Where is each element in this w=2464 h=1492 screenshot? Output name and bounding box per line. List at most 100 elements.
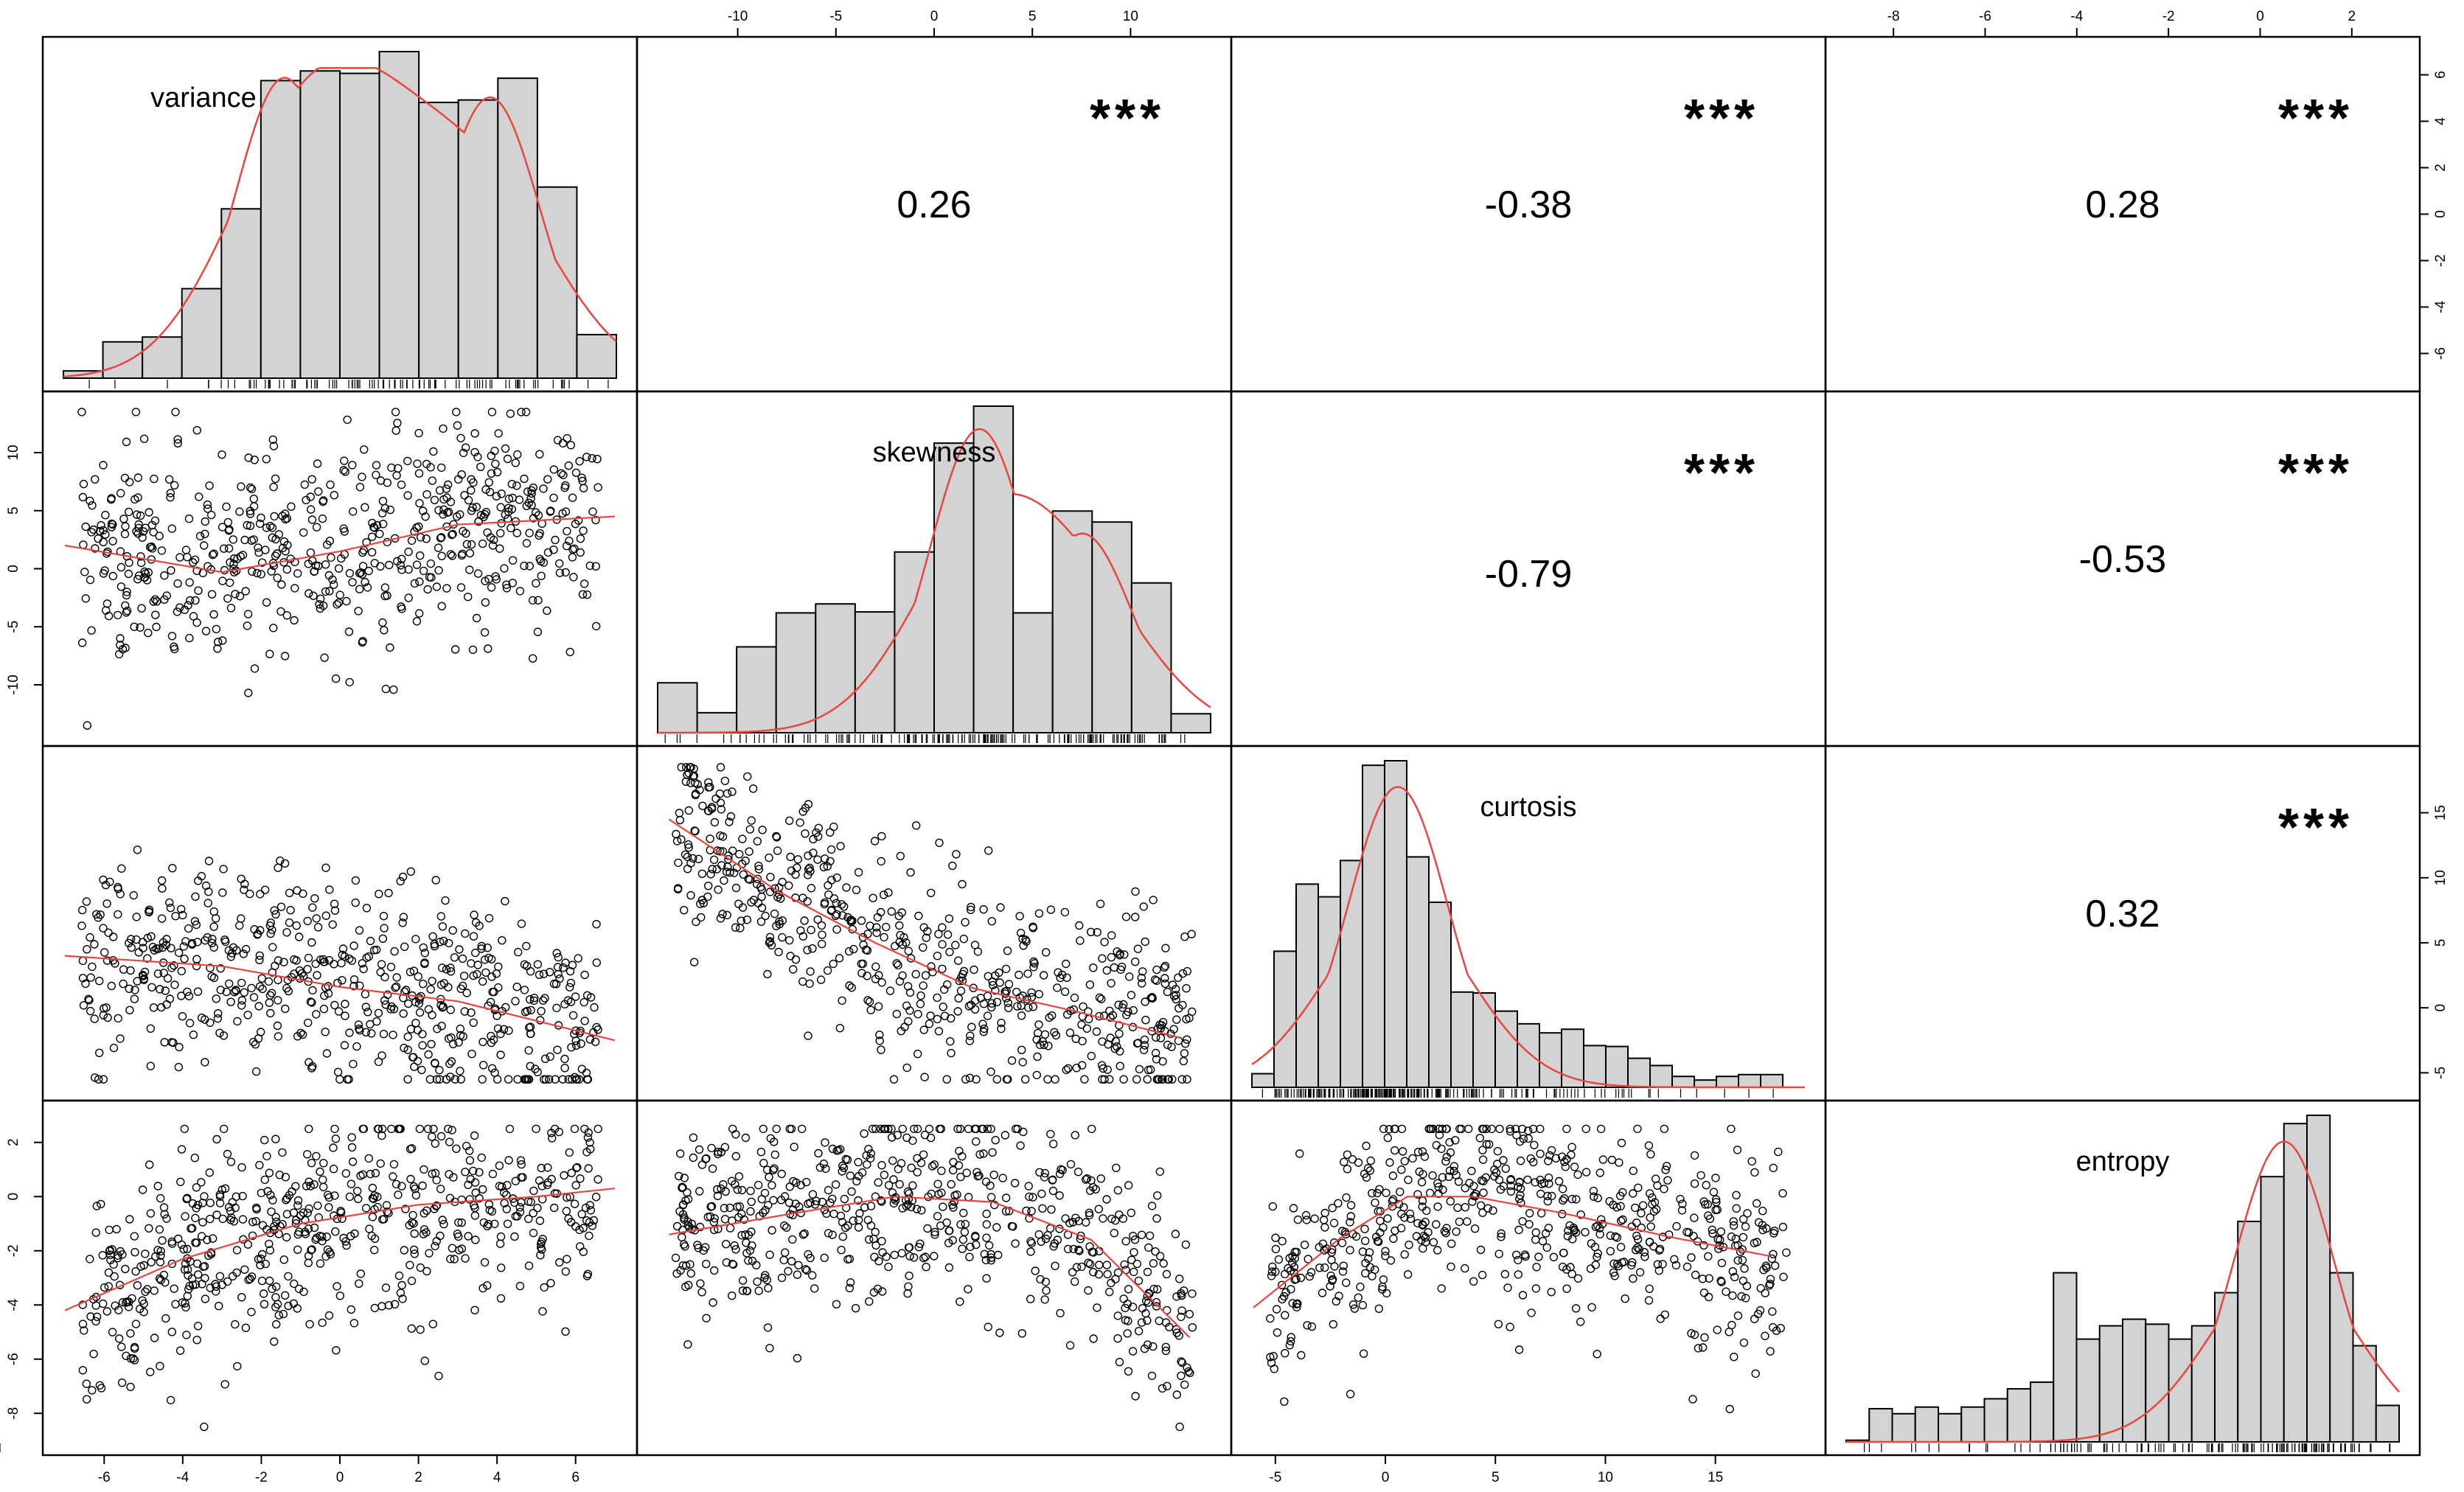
scatter-point [1570,1162,1579,1171]
scatter-point [193,987,203,996]
scatter-point [102,1307,112,1316]
scatter-point [484,913,494,923]
scatter-point [146,1024,156,1033]
scatter-point [774,947,783,957]
scatter-point [299,1208,308,1217]
histogram-panel-entropy: entropy [0,1115,2400,1452]
scatter-point [207,972,216,981]
scatter-point [347,1179,356,1188]
scatter-point [142,576,152,585]
scatter-point [1160,974,1169,983]
scatter-point [194,586,203,595]
scatter-point [250,456,259,464]
scatter-point [879,890,888,899]
scatter-point [535,450,544,459]
scatter-point [900,1022,909,1031]
histogram-bar [220,208,262,379]
scatter-point [961,1075,970,1084]
scatter-point [757,1194,767,1204]
scatter-point [367,548,377,557]
scatter-point [338,950,347,960]
scatter-point [404,999,413,1008]
scatter-point [119,979,128,989]
scatter-point [309,591,318,600]
scatter-point [691,789,700,798]
scatter-point [1149,1284,1158,1294]
scatter-point [846,1171,855,1180]
scatter-point [1559,1248,1568,1258]
scatter-point [1646,1222,1655,1231]
scatter-point [972,1075,981,1084]
scatter-point [805,979,814,989]
scatter-point [218,1214,227,1224]
scatter-point [1658,1260,1667,1269]
scatter-point [1054,968,1062,977]
scatter-point [1036,1275,1045,1284]
scatter-point [246,1275,254,1283]
scatter-point [903,982,913,991]
scatter-point [180,1265,189,1275]
scatter-point [362,953,371,963]
axis-tick-label: -4 [2433,301,2449,313]
scatter-point [254,1034,263,1043]
scatter-point [1768,1307,1777,1316]
scatter-panel-variance-entropy [64,1124,616,1432]
scatter-point [478,1075,487,1084]
scatter-point [1118,1214,1128,1223]
scatter-point [218,888,227,897]
scatter-point [1567,1194,1577,1204]
scatter-point [1172,1390,1182,1399]
scatter-point [478,1185,487,1194]
scatter-point [460,491,469,500]
scatter-point [723,910,731,920]
scatter-point [340,1041,349,1050]
rug-ticks [0,1443,2391,1452]
scatter-point [970,996,980,1005]
histogram-bar [2375,1404,2400,1443]
scatter-point [436,1132,446,1141]
scatter-point [292,921,301,930]
scatter-point [734,1172,744,1181]
scatter-point [240,988,248,997]
scatter-point [696,1279,705,1288]
scatter-point [107,981,116,991]
scatter-point [270,906,279,915]
axis-tick-label: -10 [728,9,748,24]
scatter-point [722,867,731,876]
scatter-point [347,956,356,965]
scatter-point [674,884,683,893]
scatter-point [725,868,734,877]
scatter-point [254,543,262,552]
scatter-point [1065,1219,1074,1227]
scatter-point [206,1214,215,1224]
scatter-point [127,943,136,952]
scatter-point [273,574,282,582]
scatter-point [171,911,180,921]
scatter-point [439,495,448,504]
scatter-point [488,1169,498,1179]
scatter-point [122,437,131,447]
scatter-point [272,1320,281,1329]
scatter-point [1750,1168,1759,1177]
scatter-point [803,946,812,955]
scatter-point [791,1199,800,1208]
scatter-point [481,508,491,517]
scatter-point [540,994,549,1003]
scatter-point [411,1191,421,1200]
scatter-point [1102,966,1112,975]
scatter-point [713,1185,722,1194]
scatter-point [843,1221,852,1230]
scatter-point [339,466,348,475]
scatter-point [359,964,368,974]
scatter-point [246,483,255,492]
scatter-point [1033,1052,1042,1062]
scatter-point [477,944,486,953]
scatter-point [1644,1141,1654,1150]
scatter-point [190,917,200,926]
scatter-point [866,1149,876,1158]
scatter-point [1403,1270,1413,1279]
scatter-point [320,653,329,662]
scatter-point [1077,1061,1087,1070]
scatter-point [442,1075,451,1084]
scatter-point [272,549,282,558]
